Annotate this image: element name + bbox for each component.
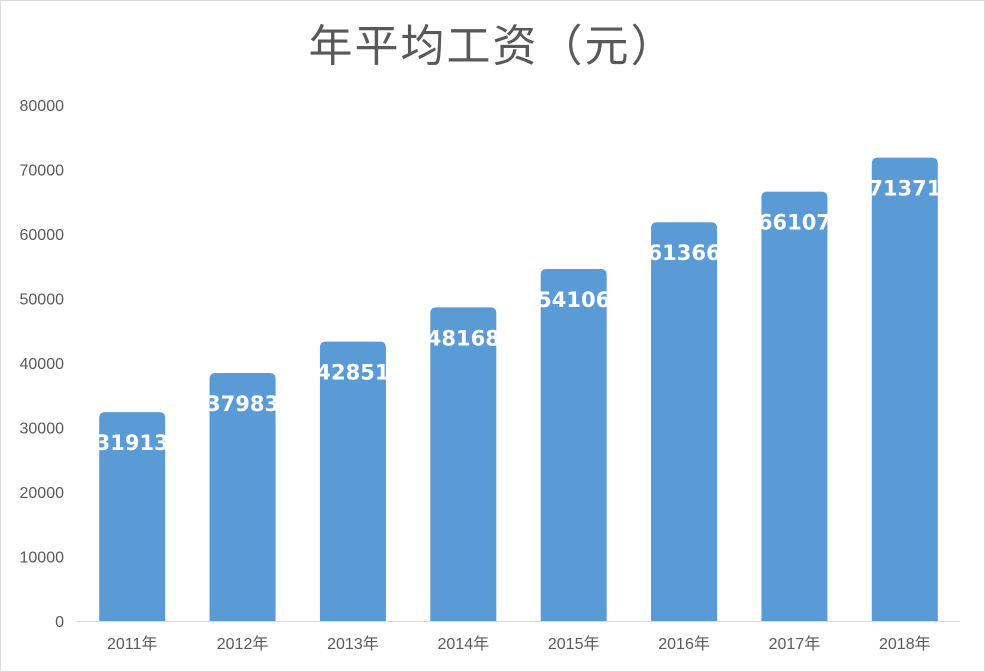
x-tick-label: 2014年 <box>438 635 490 653</box>
bar-2015年 <box>540 269 607 621</box>
y-axis-ticks: 0 10000 20000 30000 40000 50000 60000 70000 8000… <box>20 98 65 631</box>
y-tick-label: 40000 <box>20 356 65 373</box>
x-tick-label: 2015年 <box>548 635 600 653</box>
y-tick-label: 60000 <box>20 227 65 244</box>
bar-2012年 <box>209 373 276 621</box>
data-label: 31913 <box>96 431 169 455</box>
y-tick-label: 10000 <box>20 550 65 567</box>
data-label: 37983 <box>206 392 279 416</box>
y-tick-label: 80000 <box>20 98 65 115</box>
data-labels: 31913 37983 42851 48168 54106 61366 66107 71371 <box>96 177 942 456</box>
data-label: 66107 <box>758 211 831 235</box>
x-axis-labels: 2011年 2012年 2013年 2014年 2015年 2016年 2017年 2018年 <box>107 635 931 653</box>
data-label: 54106 <box>537 288 610 312</box>
bar-2014年 <box>430 307 497 621</box>
x-tick-label: 2012年 <box>217 635 269 653</box>
bar-series <box>99 157 938 621</box>
data-label: 42851 <box>316 361 389 385</box>
x-tick-label: 2013年 <box>327 635 379 653</box>
y-tick-label: 30000 <box>20 421 65 438</box>
bar-2016年 <box>651 222 718 621</box>
y-tick-label: 50000 <box>20 292 65 309</box>
x-tick-label: 2016年 <box>658 635 710 653</box>
data-label: 71371 <box>868 177 941 201</box>
bar-2011年 <box>99 412 166 621</box>
bar-2018年 <box>871 157 938 621</box>
bar-2013年 <box>319 341 386 621</box>
data-label: 61366 <box>648 241 721 265</box>
chart-title: 年平均工资（元） <box>308 21 677 72</box>
data-label: 48168 <box>427 326 500 350</box>
y-tick-label: 0 <box>55 614 64 631</box>
x-tick-label: 2018年 <box>879 635 931 653</box>
x-tick-label: 2011年 <box>107 635 157 653</box>
bar-2017年 <box>761 191 828 621</box>
x-tick-label: 2017年 <box>769 635 821 653</box>
y-tick-label: 20000 <box>20 485 65 502</box>
y-tick-label: 70000 <box>20 163 65 180</box>
